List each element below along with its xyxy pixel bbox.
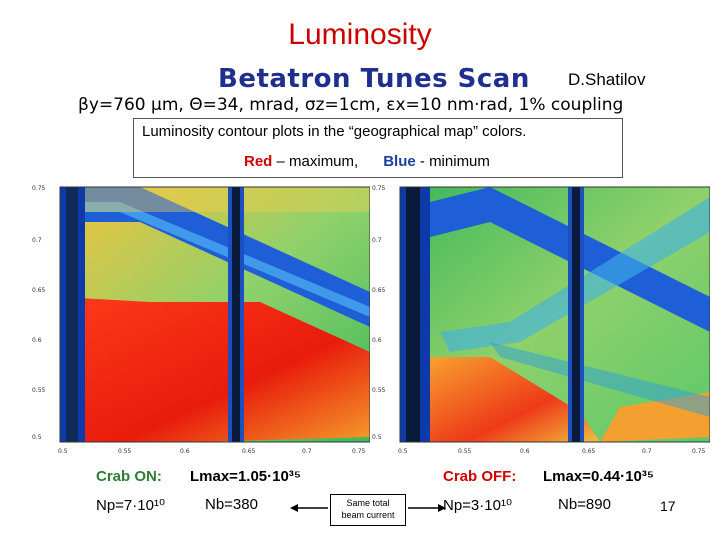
- legend-blue-text: - minimum: [415, 153, 490, 170]
- x-tick-label: 0.5: [398, 448, 408, 455]
- crab-on-label: Crab ON:: [96, 468, 162, 485]
- x-tick-label: 0.65: [242, 448, 256, 455]
- y-tick-label: 0.7: [372, 237, 382, 244]
- crab-off-lmax: Lmax=0.44·10³⁵: [543, 468, 654, 485]
- x-tick-label: 0.6: [180, 448, 190, 455]
- x-tick-label: 0.7: [302, 448, 312, 455]
- crab-off-nb: Nb=890: [558, 496, 611, 513]
- double-arrow-icon: [290, 504, 446, 512]
- y-tick-label: 0.55: [32, 387, 46, 394]
- crab-on-lmax: Lmax=1.05·10³⁵: [190, 468, 301, 485]
- slide-title: Luminosity: [288, 18, 432, 51]
- y-tick-label: 0.75: [372, 185, 386, 192]
- y-tick-label: 0.5: [32, 434, 42, 441]
- crab-off-np: Np=3·10¹⁰: [443, 497, 512, 514]
- beam-note-line2: beam current: [341, 510, 395, 520]
- crab-on-np: Np=7·10¹⁰: [96, 497, 165, 514]
- x-tick-label: 0.7: [642, 448, 652, 455]
- legend-colors: Red – maximum, Blue - minimum: [244, 153, 490, 170]
- legend-description: Luminosity contour plots in the “geograp…: [142, 123, 527, 140]
- legend-red-text: – maximum,: [272, 153, 359, 170]
- x-tick-label: 0.5: [58, 448, 68, 455]
- x-tick-label: 0.6: [520, 448, 530, 455]
- beam-parameters: βy=760 μm, Θ=34, mrad, σz=1cm, εx=10 nm·…: [78, 95, 624, 115]
- y-tick-label: 0.75: [32, 185, 46, 192]
- y-tick-label: 0.65: [372, 287, 386, 294]
- slide-subtitle: Betatron Tunes Scan: [218, 64, 530, 94]
- author-name: D.Shatilov: [568, 70, 646, 89]
- x-tick-label: 0.65: [582, 448, 596, 455]
- y-tick-label: 0.5: [372, 434, 382, 441]
- y-tick-label: 0.65: [32, 287, 46, 294]
- crab-on-nb: Nb=380: [205, 496, 258, 513]
- beam-note-line1: Same total: [346, 498, 390, 508]
- y-tick-label: 0.7: [32, 237, 42, 244]
- y-tick-label: 0.6: [32, 337, 42, 344]
- plot-crab-on: 0.75 0.7 0.65 0.6 0.55 0.5 0.5 0.55 0.6 …: [30, 182, 371, 460]
- crab-off-label: Crab OFF:: [443, 468, 517, 485]
- y-tick-label: 0.55: [372, 387, 386, 394]
- x-tick-label: 0.75: [692, 448, 706, 455]
- x-tick-label: 0.55: [118, 448, 132, 455]
- x-tick-label: 0.55: [458, 448, 472, 455]
- plot-crab-off: 0.75 0.7 0.65 0.6 0.55 0.5 0.5 0.55 0.6 …: [370, 182, 711, 460]
- x-tick-label: 0.75: [352, 448, 366, 455]
- beam-current-note: Same total beam current: [330, 494, 406, 526]
- legend-blue: Blue: [383, 153, 416, 170]
- color-legend-box: Luminosity contour plots in the “geograp…: [133, 118, 623, 178]
- heatmap-crab-on: [59, 186, 371, 443]
- heatmap-crab-off: [399, 186, 711, 443]
- y-tick-label: 0.6: [372, 337, 382, 344]
- legend-red: Red: [244, 153, 273, 170]
- page-number: 17: [660, 498, 676, 514]
